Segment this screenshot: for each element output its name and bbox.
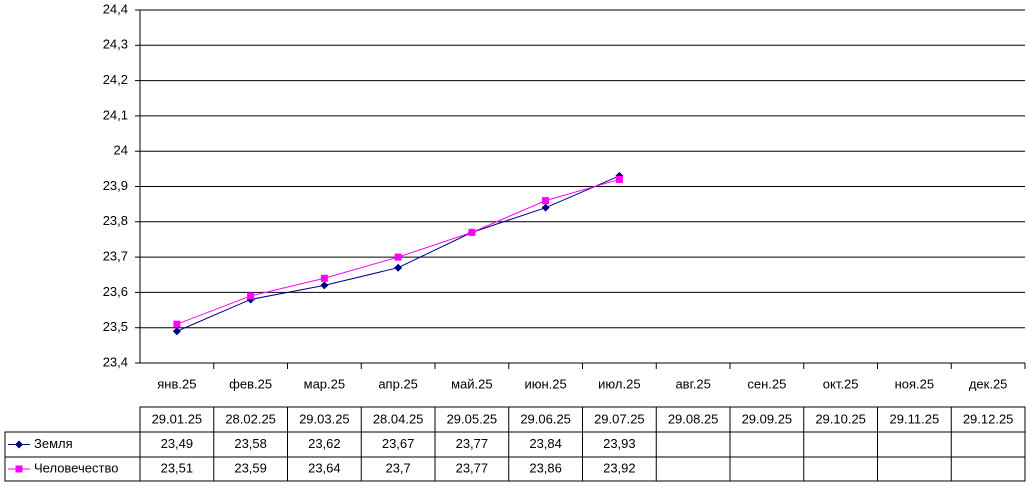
table-date: 28.04.25 [373, 411, 424, 426]
y-tick-label: 23,6 [103, 284, 128, 299]
data-point [173, 320, 181, 328]
y-tick-label: 23,4 [103, 354, 128, 369]
x-tick-label: апр.25 [378, 376, 418, 391]
data-point [320, 281, 329, 290]
legend-label: Земля [34, 436, 73, 451]
x-tick-label: окт.25 [823, 376, 859, 391]
y-tick-label: 24,3 [103, 37, 128, 52]
table-value: 23,77 [456, 436, 489, 451]
data-point [247, 292, 255, 300]
data-point [394, 253, 402, 261]
data-point [542, 197, 550, 205]
table-date: 29.10.25 [815, 411, 866, 426]
legend-label: Человечество [34, 460, 118, 475]
x-tick-label: фев.25 [229, 376, 272, 391]
table-value: 23,64 [308, 460, 341, 475]
x-tick-label: мар.25 [304, 376, 345, 391]
table-value: 23,58 [234, 436, 267, 451]
data-point [394, 263, 403, 272]
x-tick-label: ноя.25 [895, 376, 935, 391]
x-tick-label: янв.25 [157, 376, 196, 391]
table-date: 29.11.25 [890, 411, 940, 426]
x-tick-label: сен.25 [747, 376, 786, 391]
table-value: 23,86 [529, 460, 562, 475]
table-value: 23,51 [161, 460, 194, 475]
table-date: 29.03.25 [299, 411, 350, 426]
x-tick-label: июн.25 [524, 376, 566, 391]
table-date: 28.02.25 [225, 411, 276, 426]
table-value: 23,93 [603, 436, 636, 451]
table-date: 29.06.25 [520, 411, 571, 426]
table-date: 29.08.25 [668, 411, 719, 426]
data-point [541, 203, 550, 212]
data-point [468, 228, 476, 236]
data-point [615, 175, 623, 183]
table-date: 29.05.25 [447, 411, 498, 426]
x-tick-label: дек.25 [969, 376, 1008, 391]
data-point [320, 274, 328, 282]
y-tick-label: 23,5 [103, 319, 128, 334]
data-point [172, 327, 181, 336]
table-value: 23,67 [382, 436, 415, 451]
y-tick-label: 24,2 [103, 72, 128, 87]
table-date: 29.01.25 [152, 411, 203, 426]
y-tick-label: 24 [114, 143, 128, 158]
legend-marker [15, 440, 23, 449]
y-tick-label: 24,1 [103, 107, 128, 122]
table-value: 23,7 [385, 460, 410, 475]
x-tick-label: июл.25 [598, 376, 640, 391]
y-tick-label: 23,9 [103, 178, 128, 193]
table-date: 29.12.25 [963, 411, 1014, 426]
table-date: 29.09.25 [742, 411, 793, 426]
table-date: 29.07.25 [594, 411, 645, 426]
legend-marker [15, 465, 23, 473]
x-tick-label: май.25 [451, 376, 493, 391]
y-tick-label: 24,4 [103, 1, 128, 16]
table-value: 23,77 [456, 460, 489, 475]
table-value: 23,84 [529, 436, 562, 451]
y-tick-label: 23,8 [103, 213, 128, 228]
y-tick-label: 23,7 [103, 249, 128, 264]
x-tick-label: авг.25 [675, 376, 710, 391]
table-value: 23,59 [234, 460, 267, 475]
series-line [176, 175, 620, 332]
table-value: 23,49 [161, 436, 194, 451]
table-value: 23,92 [603, 460, 636, 475]
table-value: 23,62 [308, 436, 341, 451]
